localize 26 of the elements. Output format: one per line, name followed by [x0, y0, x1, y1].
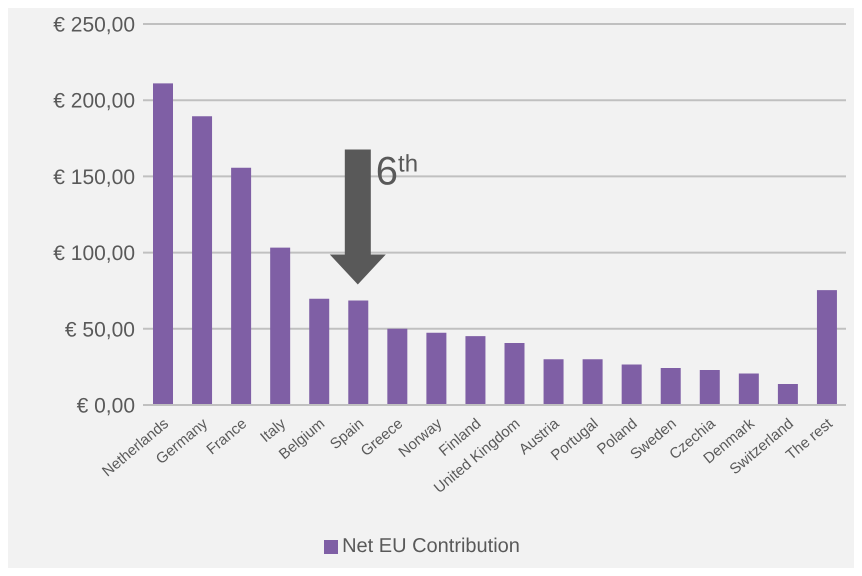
y-tick-label: € 0,00	[76, 394, 135, 418]
annotation: 6$^{th}$	[376, 149, 418, 194]
bar	[309, 298, 330, 405]
bar	[816, 290, 837, 405]
bar	[660, 368, 681, 405]
bar	[270, 248, 290, 405]
y-tick-label: € 100,00	[53, 242, 135, 266]
bar	[426, 332, 446, 405]
bar	[465, 336, 486, 405]
bar	[778, 384, 798, 405]
bar	[153, 83, 173, 405]
legend-label: Net EU Contribution	[342, 535, 520, 557]
bar	[504, 342, 524, 405]
y-tick-label: € 150,00	[53, 166, 135, 189]
bar	[582, 359, 603, 405]
bar	[348, 300, 368, 405]
bar	[231, 168, 252, 405]
bar	[192, 116, 212, 405]
bar	[622, 364, 642, 405]
bar	[387, 328, 408, 405]
bar	[700, 370, 720, 405]
y-tick-label: € 200,00	[53, 90, 135, 113]
y-tick-label: € 50,00	[64, 318, 135, 342]
bar	[544, 359, 564, 405]
bar	[738, 373, 759, 405]
y-tick-label: € 250,00	[53, 13, 135, 36]
